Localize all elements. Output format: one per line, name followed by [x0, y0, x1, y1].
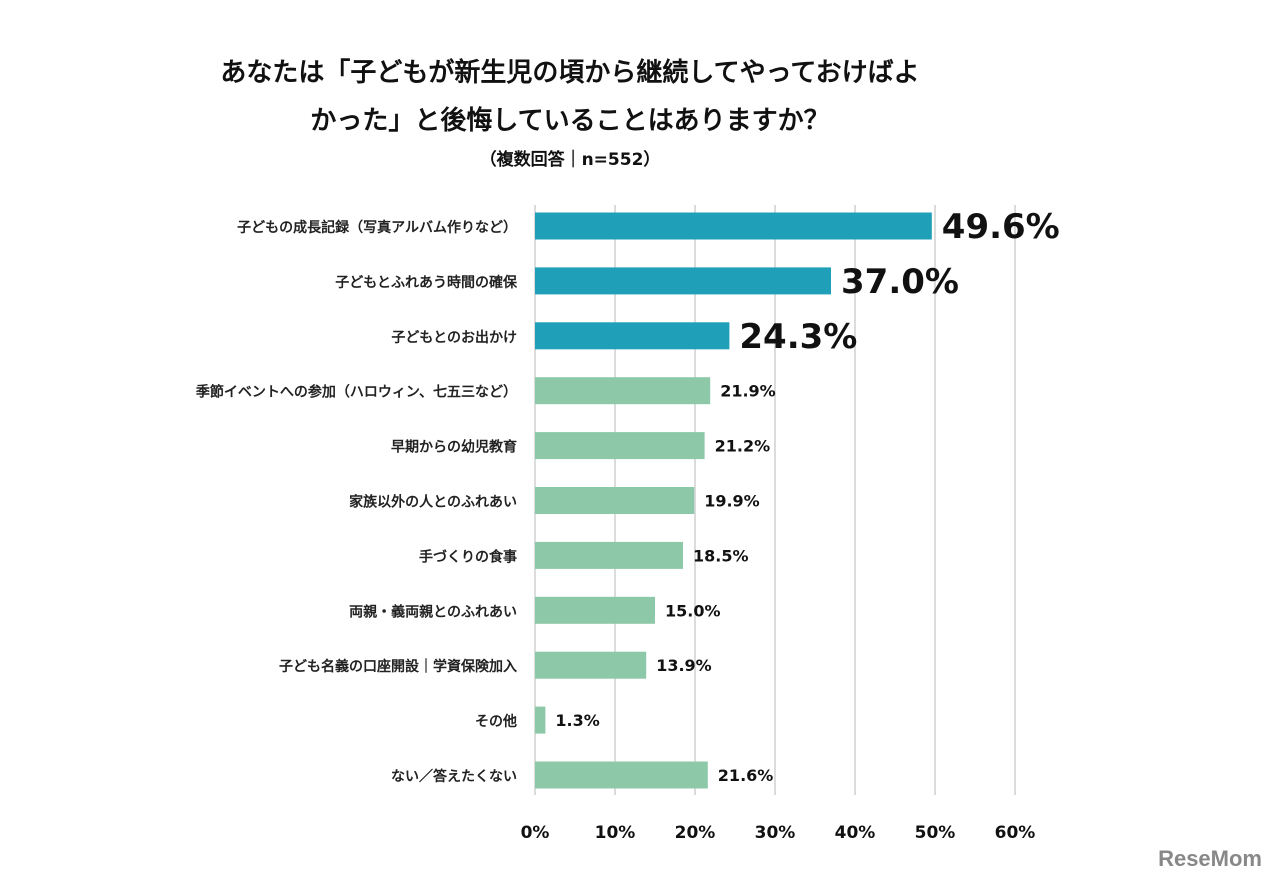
data-label: 21.9% — [720, 382, 776, 401]
bar — [535, 212, 932, 240]
bar — [535, 487, 695, 514]
data-label: 24.3% — [739, 317, 857, 357]
x-tick-label: 10% — [595, 823, 636, 843]
bar — [535, 541, 683, 569]
bar — [535, 706, 546, 734]
category-label: その他 — [475, 713, 517, 730]
category-label: 早期からの幼児教育 — [391, 439, 517, 456]
x-tick-label: 50% — [915, 823, 956, 843]
bar — [535, 651, 647, 679]
resemom-logo: ReseMom — [1158, 846, 1262, 871]
x-tick-label: 40% — [835, 823, 876, 843]
bar — [535, 322, 730, 350]
data-label: 18.5% — [693, 546, 749, 565]
x-tick-label: 30% — [755, 823, 796, 843]
category-label: 手づくりの食事 — [419, 548, 517, 565]
category-label: 子どもとのお出かけ — [391, 329, 517, 346]
bar — [535, 596, 655, 624]
data-label: 15.0% — [665, 601, 721, 620]
x-tick-label: 0% — [521, 823, 550, 843]
x-tick-label: 20% — [675, 823, 716, 843]
data-label: 21.6% — [718, 766, 774, 785]
x-tick-label: 60% — [995, 823, 1036, 843]
chart-title-line-1: あなたは「子どもが新生児の頃から継続してやっておけばよ — [220, 58, 920, 88]
data-label: 21.2% — [715, 437, 771, 456]
category-label: 子ども名義の口座開設｜学資保険加入 — [279, 658, 517, 675]
category-label: 両親・義両親とのふれあい — [349, 603, 517, 620]
bar — [535, 377, 711, 405]
data-label: 49.6% — [942, 207, 1060, 247]
bar — [535, 432, 705, 460]
data-label: 13.9% — [656, 656, 712, 675]
data-label: 37.0% — [841, 262, 959, 302]
chart-title-line-2: かった」と後悔していることはありますか？ — [310, 106, 830, 136]
category-label: ない／答えたくない — [391, 768, 517, 785]
category-label: 家族以外の人とのふれあい — [349, 494, 517, 511]
category-label: 季節イベントへの参加（ハロウィン、七五三など） — [195, 384, 517, 401]
bar — [535, 761, 708, 789]
chart-subtitle: （複数回答｜n=552） — [479, 150, 661, 170]
data-label: 1.3% — [555, 711, 599, 730]
category-label: 子どもとふれあう時間の確保 — [335, 274, 518, 291]
data-label: 19.9% — [704, 492, 760, 511]
bar — [535, 267, 831, 295]
category-label: 子どもの成長記録（写真アルバム作りなど） — [237, 219, 517, 236]
